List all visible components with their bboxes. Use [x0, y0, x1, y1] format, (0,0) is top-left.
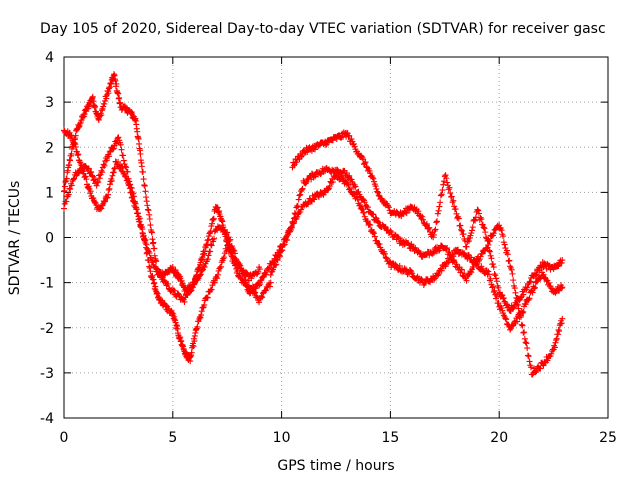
data-point-markers: [267, 164, 566, 314]
x-tick-label: 15: [381, 430, 399, 446]
chart-title: Day 105 of 2020, Sidereal Day-to-day VTE…: [40, 21, 606, 37]
y-tick-label: 0: [45, 231, 54, 247]
y-tick-label: -4: [40, 411, 54, 427]
series-track-e: [289, 129, 566, 378]
y-tick-label: 2: [45, 140, 54, 156]
grid-lines: [64, 57, 608, 418]
data-point-markers: [61, 71, 263, 298]
x-tick-label: 0: [60, 430, 69, 446]
y-tick-label: -1: [40, 276, 54, 292]
y-tick-label: 1: [45, 185, 54, 201]
axis-ticks: 0 5 10 15 20 25 -4 -3 -2 -1 0 1 2 3 4: [40, 50, 617, 446]
y-tick-label: 3: [45, 95, 54, 111]
x-tick-label: 5: [168, 430, 177, 446]
x-tick-label: 25: [599, 430, 617, 446]
data-points: [61, 71, 566, 378]
y-axis-label: SDTVAR / TECUs: [7, 181, 23, 296]
data-point-markers: [61, 127, 274, 365]
series-track-c: [61, 134, 263, 305]
y-tick-label: -2: [40, 321, 54, 337]
series-track-a: [61, 71, 263, 298]
data-point-markers: [289, 129, 566, 378]
x-tick-label: 10: [273, 430, 291, 446]
x-axis-label: GPS time / hours: [277, 458, 394, 474]
x-tick-label: 20: [490, 430, 508, 446]
series-track-b: [61, 127, 274, 365]
y-tick-label: 4: [45, 50, 54, 66]
y-tick-label: -3: [40, 366, 54, 382]
series-track-f: [267, 164, 566, 314]
data-point-markers: [61, 134, 263, 305]
